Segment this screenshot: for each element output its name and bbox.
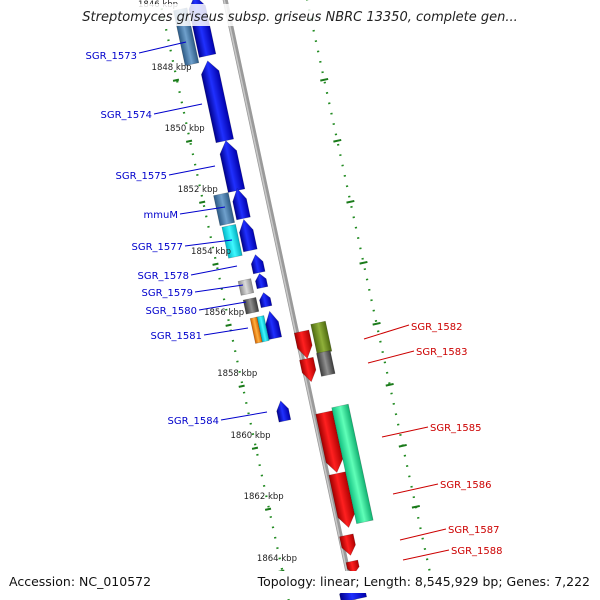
gene-label-sgr_1586[interactable]: SGR_1586 [440,480,492,491]
kbp-label: 1854 kbp [191,247,231,257]
gene-label-sgr_1581[interactable]: SGR_1581 [151,331,203,342]
right-leader-line [402,549,450,561]
gene-sgr-1586[interactable] [328,471,357,530]
kbp-tick [172,78,180,82]
left-leader-line [190,265,238,276]
gene-sgr-1578a[interactable] [250,253,266,275]
genome-title: Streptomyces griseus subsp. griseus NBRC… [82,10,517,25]
left-leader-line [153,103,203,115]
track-tick [385,382,394,387]
kbp-label: 1864 kbp [257,554,297,564]
left-dotted-track [158,0,290,600]
genome-backbone [222,0,357,600]
gene-sgr-1578b[interactable] [254,272,269,290]
kbp-label: 1856 kbp [204,308,244,318]
gene-label-sgr_1575[interactable]: SGR_1575 [116,171,168,182]
kbp-tick [264,507,272,511]
track-tick [359,260,368,265]
left-leader-line [198,301,247,311]
track-tick [346,199,355,204]
gene-sgr-1582[interactable] [293,329,314,360]
gene-layer [172,0,374,600]
label-layer: SGR_1573 SGR_1574 SGR_1575 mmuM SGR_1577 SGR_… [86,41,503,561]
gene-label-sgr_1582[interactable]: SGR_1582 [411,322,463,333]
kbp-tick [185,139,193,143]
right-leader-line [392,483,439,495]
track-tick [333,138,342,143]
gene-label-sgr_1580[interactable]: SGR_1580 [146,306,198,317]
left-leader-line [138,41,187,54]
kbp-tick [212,262,219,266]
gene-sgr-1581[interactable] [263,310,283,340]
gene-label-sgr_1579[interactable]: SGR_1579 [142,288,194,299]
kbp-label: 1860 kbp [231,431,271,441]
kbp-label: 1858 kbp [217,369,257,379]
gene-label-mmum[interactable]: mmuM [144,210,178,221]
track-tick [411,504,420,509]
genome-backbone-highlight [223,0,354,600]
right-leader-line [381,426,429,438]
kbp-tick [238,384,245,388]
gene-label-sgr_1587[interactable]: SGR_1587 [448,525,500,536]
gene-sgr-1574[interactable] [199,59,234,144]
gene-sgr-1579[interactable] [242,297,260,315]
gene-mmuM[interactable] [213,192,236,226]
right-leader-line [399,528,447,541]
gene-sgr-1577b[interactable] [237,218,258,253]
gene-sgr-1580a[interactable] [249,316,263,344]
right-leader-line [367,350,415,364]
gene-label-sgr_1578[interactable]: SGR_1578 [138,271,190,282]
gene-label-sgr_1577[interactable]: SGR_1577 [132,242,184,253]
track-layer [158,0,434,600]
kbp-label: 1848 kbp [152,63,192,73]
gene-sgr-1577[interactable] [221,223,243,259]
kbp-label: 1850 kbp [165,124,205,134]
gene-label-sgr_1583[interactable]: SGR_1583 [416,347,468,358]
gene-sgr-1580b[interactable] [256,315,270,343]
track-tick [372,321,381,326]
gene-sgr-1575[interactable] [217,139,246,193]
gene-sgr-1582b[interactable] [310,320,333,355]
kbp-tick [251,446,259,450]
gene-sgr-1585b[interactable] [331,403,374,525]
right-leader-line [363,324,410,340]
gene-sgr-1588[interactable] [345,559,360,575]
gene-sgr-1584[interactable] [275,400,292,423]
gene-sgr-1576[interactable] [230,187,251,221]
left-leader-line [220,411,268,421]
left-leader-line [168,165,216,176]
gene-sgr-1583-red[interactable] [299,356,319,383]
topology-text: Topology: linear; Length: 8,545,929 bp; … [257,574,590,589]
gene-sgr-1578[interactable] [237,278,255,296]
track-tick [320,77,329,82]
left-leader-line [184,239,233,247]
kbp-tick [199,200,206,204]
gene-label-sgr_1588[interactable]: SGR_1588 [451,546,503,557]
gene-sgr-1583[interactable] [316,350,336,377]
accession-text: Accession: NC_010572 [9,574,151,589]
track-tick [398,443,407,448]
gene-sgr-1585[interactable] [315,410,345,475]
kbp-label: 1852 kbp [178,185,218,195]
gene-label-sgr_1585[interactable]: SGR_1585 [430,423,482,434]
left-leader-line [194,284,244,293]
kbp-tick [225,323,232,327]
left-leader-line [179,206,226,215]
gene-label-sgr_1573[interactable]: SGR_1573 [86,51,138,62]
gene-sgr-1587[interactable] [339,533,357,557]
gene-label-sgr_1574[interactable]: SGR_1574 [101,110,153,121]
gene-sgr-1579b[interactable] [258,291,273,309]
left-leader-line [203,327,249,336]
gene-label-sgr_1584[interactable]: SGR_1584 [168,416,220,427]
kbp-label: 1862 kbp [244,492,284,502]
